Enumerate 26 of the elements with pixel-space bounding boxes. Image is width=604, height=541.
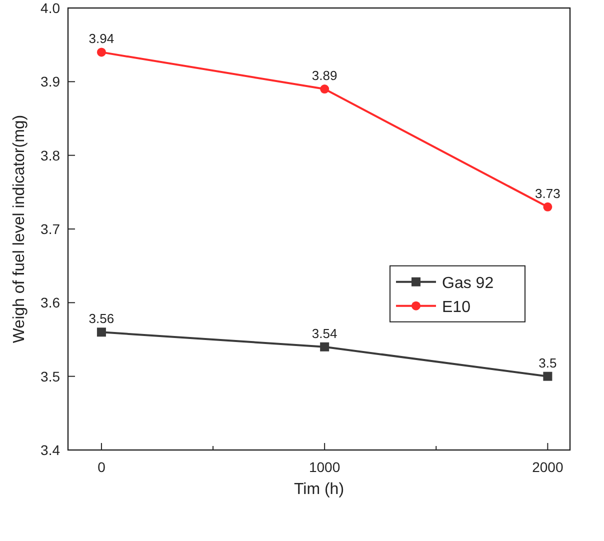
x-axis-title: Tim (h) <box>294 481 344 498</box>
point <box>543 202 552 212</box>
x-tick-label: 1000 <box>309 459 340 475</box>
x-tick-label: 0 <box>98 459 106 475</box>
data-label: 3.94 <box>88 31 114 46</box>
point <box>320 342 330 352</box>
data-label: 3.89 <box>312 68 338 84</box>
point <box>543 372 552 381</box>
data-label: 3.5 <box>538 355 557 370</box>
y-tick-label: 4.0 <box>40 0 60 16</box>
y-tick-label: 3.5 <box>40 368 60 384</box>
y-tick-label: 3.6 <box>40 294 60 311</box>
y-tick-label: 3.7 <box>40 221 60 237</box>
point <box>96 48 106 57</box>
data-label: 3.73 <box>535 186 560 201</box>
legend-label: E10 <box>442 298 471 316</box>
y-tick-label: 3.4 <box>40 442 60 458</box>
y-tick-label: 3.8 <box>40 147 60 164</box>
data-label: 3.54 <box>312 326 338 341</box>
data-label: 3.56 <box>88 311 114 326</box>
x-tick-label: 2000 <box>532 459 564 475</box>
point <box>96 328 106 337</box>
y-tick-label: 3.9 <box>40 74 60 90</box>
point <box>320 84 330 94</box>
legend-label: Gas 92 <box>442 274 494 292</box>
y-axis-title: Weigh of fuel level indicator(mg) <box>11 114 28 344</box>
